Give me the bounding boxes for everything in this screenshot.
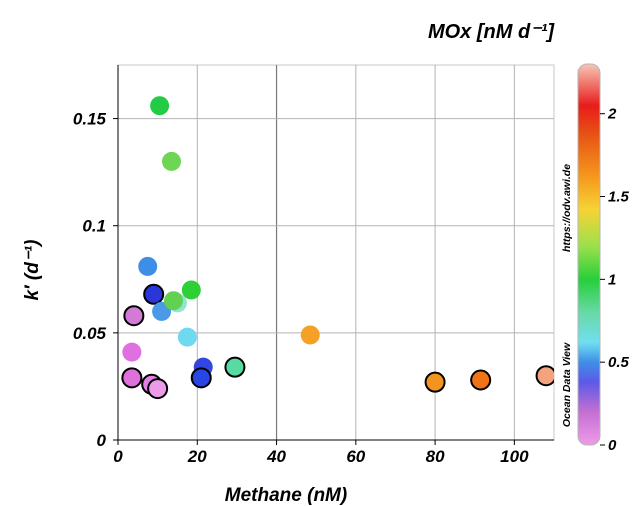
x-tick-label: 0 bbox=[113, 447, 123, 466]
data-point bbox=[143, 283, 165, 305]
ocean-data-view-label: Ocean Data View bbox=[561, 342, 573, 427]
data-point bbox=[122, 342, 142, 362]
data-point bbox=[163, 291, 183, 311]
x-tick-label: 100 bbox=[500, 447, 529, 466]
data-point bbox=[424, 371, 446, 393]
odv-url-label: https://odv.awi.de bbox=[561, 164, 573, 252]
data-points bbox=[121, 96, 554, 400]
data-point bbox=[470, 369, 492, 391]
data-point bbox=[162, 151, 182, 171]
data-point bbox=[181, 280, 201, 300]
data-point bbox=[300, 325, 320, 345]
data-point bbox=[177, 327, 197, 347]
data-point bbox=[121, 367, 143, 389]
colorbar-tick-label: 1 bbox=[608, 271, 616, 288]
data-point bbox=[123, 305, 145, 327]
x-axis-title: Methane (nM) bbox=[225, 485, 347, 506]
data-point bbox=[224, 356, 246, 378]
data-point bbox=[150, 96, 170, 116]
data-point bbox=[147, 378, 169, 400]
y-axis-title: k′ (d⁻¹) bbox=[22, 239, 43, 300]
colorbar-tick-label: 0 bbox=[608, 437, 617, 454]
data-point bbox=[535, 365, 554, 387]
x-tick-label: 60 bbox=[346, 447, 365, 466]
data-point bbox=[138, 256, 158, 276]
colorbar-tick-label: 1.5 bbox=[608, 189, 630, 206]
y-tick-label: 0 bbox=[97, 431, 107, 450]
axes bbox=[113, 65, 554, 445]
colorbar-tick-label: 0.5 bbox=[608, 354, 630, 371]
colorbar-tick-label: 2 bbox=[607, 106, 617, 123]
colorbar-title: MOx [nM d⁻¹] bbox=[428, 21, 555, 43]
y-tick-label: 0.05 bbox=[73, 324, 107, 343]
colorbar bbox=[577, 63, 601, 446]
y-tick-label: 0.15 bbox=[73, 110, 107, 129]
tick-labels: 0 20 40 60 80 100 0 0.05 0.1 0.15 bbox=[73, 110, 529, 466]
y-tick-label: 0.1 bbox=[82, 217, 106, 236]
x-tick-label: 40 bbox=[266, 447, 286, 466]
data-point bbox=[190, 367, 212, 389]
colorbar-ticks: 0 0.5 1 1.5 2 bbox=[600, 106, 630, 454]
x-tick-label: 20 bbox=[187, 447, 207, 466]
x-tick-label: 80 bbox=[426, 447, 445, 466]
